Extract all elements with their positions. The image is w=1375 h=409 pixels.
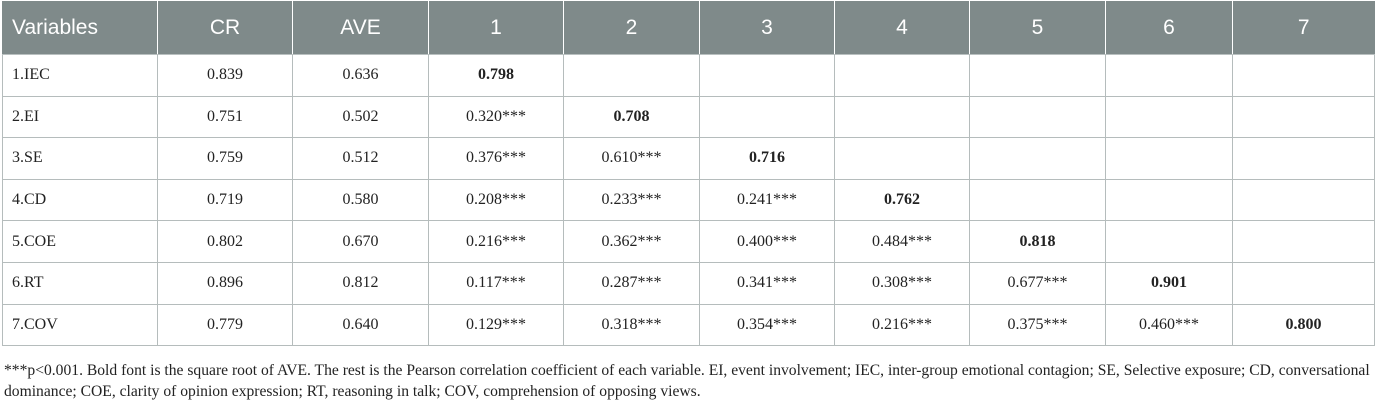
header-cell-ave: AVE bbox=[292, 1, 429, 55]
table-cell: 0.241*** bbox=[699, 179, 835, 222]
header-row: Variables CR AVE 1 2 3 4 5 6 7 bbox=[2, 1, 1375, 55]
table-cell bbox=[969, 96, 1106, 139]
table-cell bbox=[1232, 96, 1375, 139]
table-cell: 0.484*** bbox=[834, 220, 970, 263]
table-cell bbox=[1232, 179, 1375, 222]
table-cell: 0.802 bbox=[157, 220, 293, 263]
table-cell bbox=[1232, 137, 1375, 180]
table-cell bbox=[969, 179, 1106, 222]
header-cell-1: 1 bbox=[428, 1, 564, 55]
table-cell: 0.708 bbox=[563, 96, 700, 139]
table-cell bbox=[834, 96, 970, 139]
table-cell: 0.779 bbox=[157, 304, 293, 347]
table-cell: 0.798 bbox=[428, 54, 564, 97]
row-label-cell: 2.EI bbox=[2, 96, 158, 139]
table-cell: 0.670 bbox=[292, 220, 429, 263]
table-cell: 0.216*** bbox=[834, 304, 970, 347]
table-cell: 0.320*** bbox=[428, 96, 564, 139]
table-cell: 0.318*** bbox=[563, 304, 700, 347]
table-row: 7.COV 0.779 0.640 0.129*** 0.318*** 0.354*** 0… bbox=[2, 304, 1375, 347]
table-cell bbox=[1105, 54, 1233, 97]
table-cell bbox=[1232, 54, 1375, 97]
table-cell bbox=[834, 54, 970, 97]
table-cell bbox=[834, 137, 970, 180]
header-cell-6: 6 bbox=[1105, 1, 1233, 55]
header-cell-2: 2 bbox=[563, 1, 700, 55]
table-cell: 0.376*** bbox=[428, 137, 564, 180]
table-cell: 0.308*** bbox=[834, 262, 970, 305]
table-cell bbox=[1105, 220, 1233, 263]
table-cell: 0.901 bbox=[1105, 262, 1233, 305]
row-label-cell: 3.SE bbox=[2, 137, 158, 180]
table-cell: 0.502 bbox=[292, 96, 429, 139]
table-cell: 0.460*** bbox=[1105, 304, 1233, 347]
table-cell: 0.812 bbox=[292, 262, 429, 305]
table-row: 3.SE 0.759 0.512 0.376*** 0.610*** 0.716 bbox=[2, 137, 1375, 180]
header-cell-7: 7 bbox=[1232, 1, 1375, 55]
table-cell bbox=[1232, 262, 1375, 305]
table-cell bbox=[1105, 96, 1233, 139]
table-cell: 0.287*** bbox=[563, 262, 700, 305]
table-cell: 0.751 bbox=[157, 96, 293, 139]
header-cell-variables: Variables bbox=[2, 1, 158, 55]
header-cell-4: 4 bbox=[834, 1, 970, 55]
table-cell: 0.354*** bbox=[699, 304, 835, 347]
table-figure: Variables CR AVE 1 2 3 4 5 6 7 1.IEC 0.839 0.636 0.7… bbox=[2, 1, 1375, 400]
table-cell: 0.640 bbox=[292, 304, 429, 347]
table-cell: 0.759 bbox=[157, 137, 293, 180]
table-footnote: ***p<0.001. Bold font is the square root… bbox=[4, 362, 1370, 400]
table-cell bbox=[1105, 137, 1233, 180]
table-row: 1.IEC 0.839 0.636 0.798 bbox=[2, 54, 1375, 97]
row-label-cell: 6.RT bbox=[2, 262, 158, 305]
table-cell bbox=[699, 54, 835, 97]
table-cell: 0.716 bbox=[699, 137, 835, 180]
table-cell: 0.216*** bbox=[428, 220, 564, 263]
row-label-cell: 4.CD bbox=[2, 179, 158, 222]
table-cell bbox=[969, 54, 1106, 97]
table-cell: 0.512 bbox=[292, 137, 429, 180]
table-cell: 0.375*** bbox=[969, 304, 1106, 347]
table-row: 5.COE 0.802 0.670 0.216*** 0.362*** 0.400*** 0… bbox=[2, 220, 1375, 263]
table-cell: 0.341*** bbox=[699, 262, 835, 305]
table-cell: 0.896 bbox=[157, 262, 293, 305]
table-cell: 0.233*** bbox=[563, 179, 700, 222]
table-cell: 0.818 bbox=[969, 220, 1106, 263]
table-row: 2.EI 0.751 0.502 0.320*** 0.708 bbox=[2, 96, 1375, 139]
table-cell: 0.719 bbox=[157, 179, 293, 222]
row-label-cell: 7.COV bbox=[2, 304, 158, 347]
header-cell-cr: CR bbox=[157, 1, 293, 55]
table-cell: 0.117*** bbox=[428, 262, 564, 305]
table-cell bbox=[1105, 179, 1233, 222]
header-cell-3: 3 bbox=[699, 1, 835, 55]
table-cell: 0.839 bbox=[157, 54, 293, 97]
table-cell: 0.636 bbox=[292, 54, 429, 97]
correlation-table: Variables CR AVE 1 2 3 4 5 6 7 1.IEC 0.839 0.636 0.7… bbox=[2, 1, 1375, 347]
table-cell: 0.580 bbox=[292, 179, 429, 222]
table-body: 1.IEC 0.839 0.636 0.798 2.EI 0.751 0.502 0.320*… bbox=[2, 54, 1375, 347]
table-cell: 0.362*** bbox=[563, 220, 700, 263]
table-cell: 0.129*** bbox=[428, 304, 564, 347]
row-label-cell: 5.COE bbox=[2, 220, 158, 263]
table-row: 4.CD 0.719 0.580 0.208*** 0.233*** 0.241*** 0.… bbox=[2, 179, 1375, 222]
table-cell bbox=[1232, 220, 1375, 263]
row-label-cell: 1.IEC bbox=[2, 54, 158, 97]
table-cell: 0.677*** bbox=[969, 262, 1106, 305]
table-cell bbox=[969, 137, 1106, 180]
table-cell: 0.610*** bbox=[563, 137, 700, 180]
table-cell: 0.800 bbox=[1232, 304, 1375, 347]
header-cell-5: 5 bbox=[969, 1, 1106, 55]
table-row: 6.RT 0.896 0.812 0.117*** 0.287*** 0.341*** 0.… bbox=[2, 262, 1375, 305]
table-cell bbox=[699, 96, 835, 139]
table-cell: 0.762 bbox=[834, 179, 970, 222]
table-cell: 0.208*** bbox=[428, 179, 564, 222]
table-cell bbox=[563, 54, 700, 97]
table-header: Variables CR AVE 1 2 3 4 5 6 7 bbox=[2, 1, 1375, 55]
table-cell: 0.400*** bbox=[699, 220, 835, 263]
